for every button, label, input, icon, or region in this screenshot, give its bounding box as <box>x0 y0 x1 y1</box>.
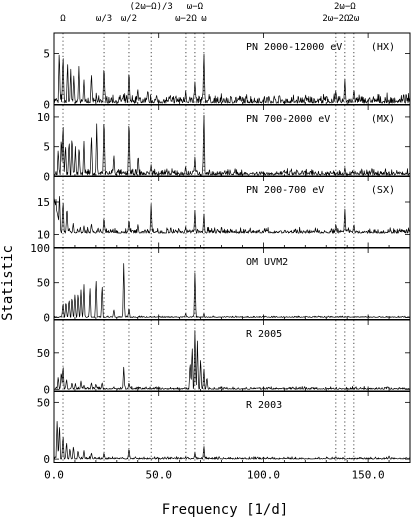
harmonic-label: 2ω <box>348 14 359 24</box>
y-tick-label: 50 <box>37 396 50 409</box>
x-tick-label: 150.0 <box>352 469 385 482</box>
series-line <box>53 53 411 104</box>
panel-frame <box>53 319 411 392</box>
panel-name: PN 200-700 eV <box>246 185 324 196</box>
harmonic-label: ω−2Ω <box>175 14 197 24</box>
harmonic-label: ω <box>201 14 207 24</box>
panel-name: PN 2000-12000 eV <box>246 42 342 53</box>
panel-5: 0 50 R 2005 <box>37 319 411 396</box>
y-tick-label: 50 <box>37 277 50 290</box>
y-tick-label: 0 <box>43 383 50 396</box>
panel-1: 0 5 PN 2000-12000 eV (HX) <box>43 32 411 112</box>
x-axis: 0.0 50.0 100.0 150.0 <box>44 469 385 482</box>
series-line <box>53 421 411 460</box>
harmonic-label: ω−Ω <box>187 2 204 12</box>
panel-name: OM UVM2 <box>246 257 288 268</box>
panel-frame <box>53 32 411 105</box>
harmonic-label: 2ω−2Ω <box>322 14 350 24</box>
y-tick-label: 0 <box>43 171 50 184</box>
panel-frame <box>53 104 411 177</box>
panels: 0 5 PN 2000-12000 eV (HX) 0 5 10 PN 700-2000 eV… <box>30 32 411 466</box>
y-tick-label: 50 <box>37 347 50 360</box>
y-tick-label: 0 <box>43 453 50 466</box>
y-tick-label: 5 <box>43 141 50 154</box>
series-line <box>53 196 411 234</box>
y-tick-label: 15 <box>37 196 50 209</box>
panel-band: (MX) <box>371 114 395 125</box>
panel-2: 0 5 10 PN 700-2000 eV (MX) <box>37 104 411 184</box>
x-tick-label: 50.0 <box>145 469 172 482</box>
series-line <box>53 263 411 318</box>
harmonic-label: ω/2 <box>121 14 137 24</box>
y-axis-label: Statistic <box>0 245 16 321</box>
panel-4: 0 50 100 OM UVM2 <box>30 242 411 324</box>
panel-name: R 2003 <box>246 400 282 411</box>
panel-name: R 2005 <box>246 329 282 340</box>
harmonic-label: Ω <box>60 14 66 24</box>
harmonic-label: (2ω−Ω)/3 <box>129 2 172 12</box>
harmonic-label: ω/3 <box>96 14 112 24</box>
x-tick-label: 0.0 <box>44 469 64 482</box>
panel-3: 10 15 PN 200-700 eV (SX) <box>37 175 411 248</box>
y-tick-label: 100 <box>30 242 50 255</box>
panel-frame <box>53 175 411 248</box>
panel-band: (SX) <box>371 185 395 196</box>
y-tick-label: 10 <box>37 111 50 124</box>
y-tick-label: 10 <box>37 229 50 242</box>
y-tick-label: 5 <box>43 47 50 60</box>
panel-frame <box>53 390 411 463</box>
x-tick-label: 100.0 <box>247 469 280 482</box>
y-tick-label: 0 <box>43 99 50 112</box>
panel-6: 0 50 R 2003 <box>37 390 411 466</box>
panel-frame <box>53 247 411 320</box>
harmonic-label: 2ω−Ω <box>334 2 356 12</box>
panel-band: (HX) <box>371 42 395 53</box>
panel-name: PN 700-2000 eV <box>246 114 330 125</box>
series-line <box>53 114 411 176</box>
x-axis-label: Frequency [1/d] <box>162 502 288 518</box>
y-tick-label: 0 <box>43 311 50 324</box>
series-line <box>53 330 411 390</box>
